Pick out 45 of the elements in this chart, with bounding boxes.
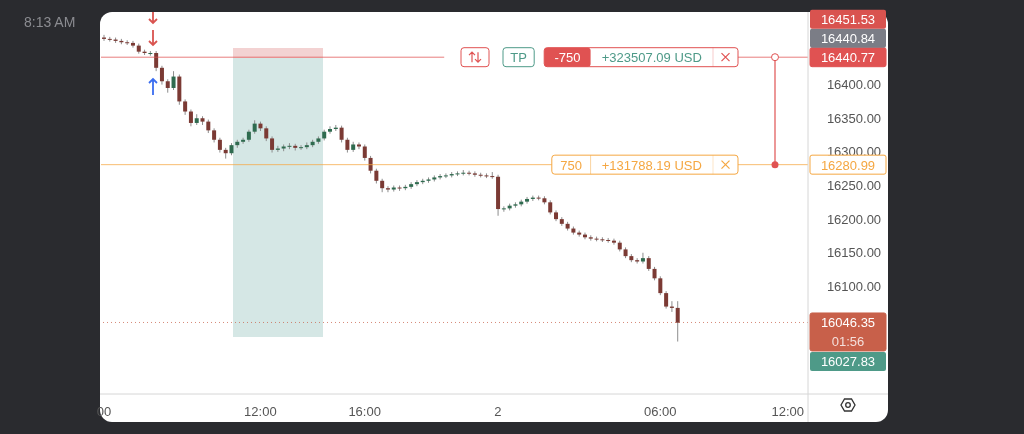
annotation: TP bbox=[510, 50, 527, 66]
y-tick-label: 16200.00 bbox=[826, 211, 882, 227]
candlestick bbox=[501, 205, 506, 213]
text: 16451.53 bbox=[820, 12, 876, 28]
candlestick bbox=[159, 65, 164, 86]
y-tick-label: 16400.00 bbox=[826, 77, 882, 93]
candlestick bbox=[472, 170, 477, 178]
x-tick-label: 16:00 bbox=[348, 404, 381, 419]
x-tick-label: 12:00 bbox=[771, 404, 804, 419]
candlestick bbox=[675, 300, 680, 343]
text: 8:13 AM bbox=[24, 14, 76, 30]
annotation: +323507.09 USD bbox=[601, 50, 702, 66]
y-tick-label: 16350.00 bbox=[826, 110, 882, 126]
candlestick bbox=[658, 275, 663, 296]
candlestick bbox=[130, 40, 135, 49]
text: 01:56 bbox=[831, 334, 865, 350]
candlestick bbox=[385, 185, 390, 193]
text: 16027.83 bbox=[820, 354, 876, 370]
candlestick bbox=[635, 257, 640, 265]
candlestick bbox=[171, 70, 176, 91]
candlestick bbox=[409, 181, 414, 190]
y-tick-label: 16100.00 bbox=[826, 279, 882, 294]
x-tick-label: 2 bbox=[494, 404, 502, 419]
candlestick bbox=[154, 50, 159, 72]
candlestick bbox=[356, 141, 361, 150]
ref-line-label: 16046.35 bbox=[820, 315, 876, 331]
candlestick bbox=[241, 137, 246, 145]
candlestick bbox=[299, 144, 304, 151]
ref-line-label: 16440.77 bbox=[820, 50, 876, 66]
text: 16440.84 bbox=[820, 31, 876, 47]
x-tick-label: 06:00 bbox=[643, 404, 677, 419]
candlestick bbox=[414, 179, 419, 187]
y-tick-label: 16150.00 bbox=[826, 245, 882, 261]
annotation: +131788.19 USD bbox=[601, 157, 702, 173]
candlestick bbox=[525, 196, 530, 205]
candlestick bbox=[640, 252, 645, 265]
annotation: -750 bbox=[554, 50, 581, 66]
candlestick bbox=[611, 238, 616, 246]
y-tick-label: 16250.00 bbox=[826, 178, 882, 194]
candlestick bbox=[443, 172, 448, 179]
candlestick bbox=[467, 170, 472, 176]
candlestick bbox=[328, 125, 333, 135]
annotation: 750 bbox=[560, 157, 583, 173]
x-tick-label: 12:00 bbox=[244, 404, 277, 419]
ref-line-label: 16280.99 bbox=[820, 157, 876, 173]
